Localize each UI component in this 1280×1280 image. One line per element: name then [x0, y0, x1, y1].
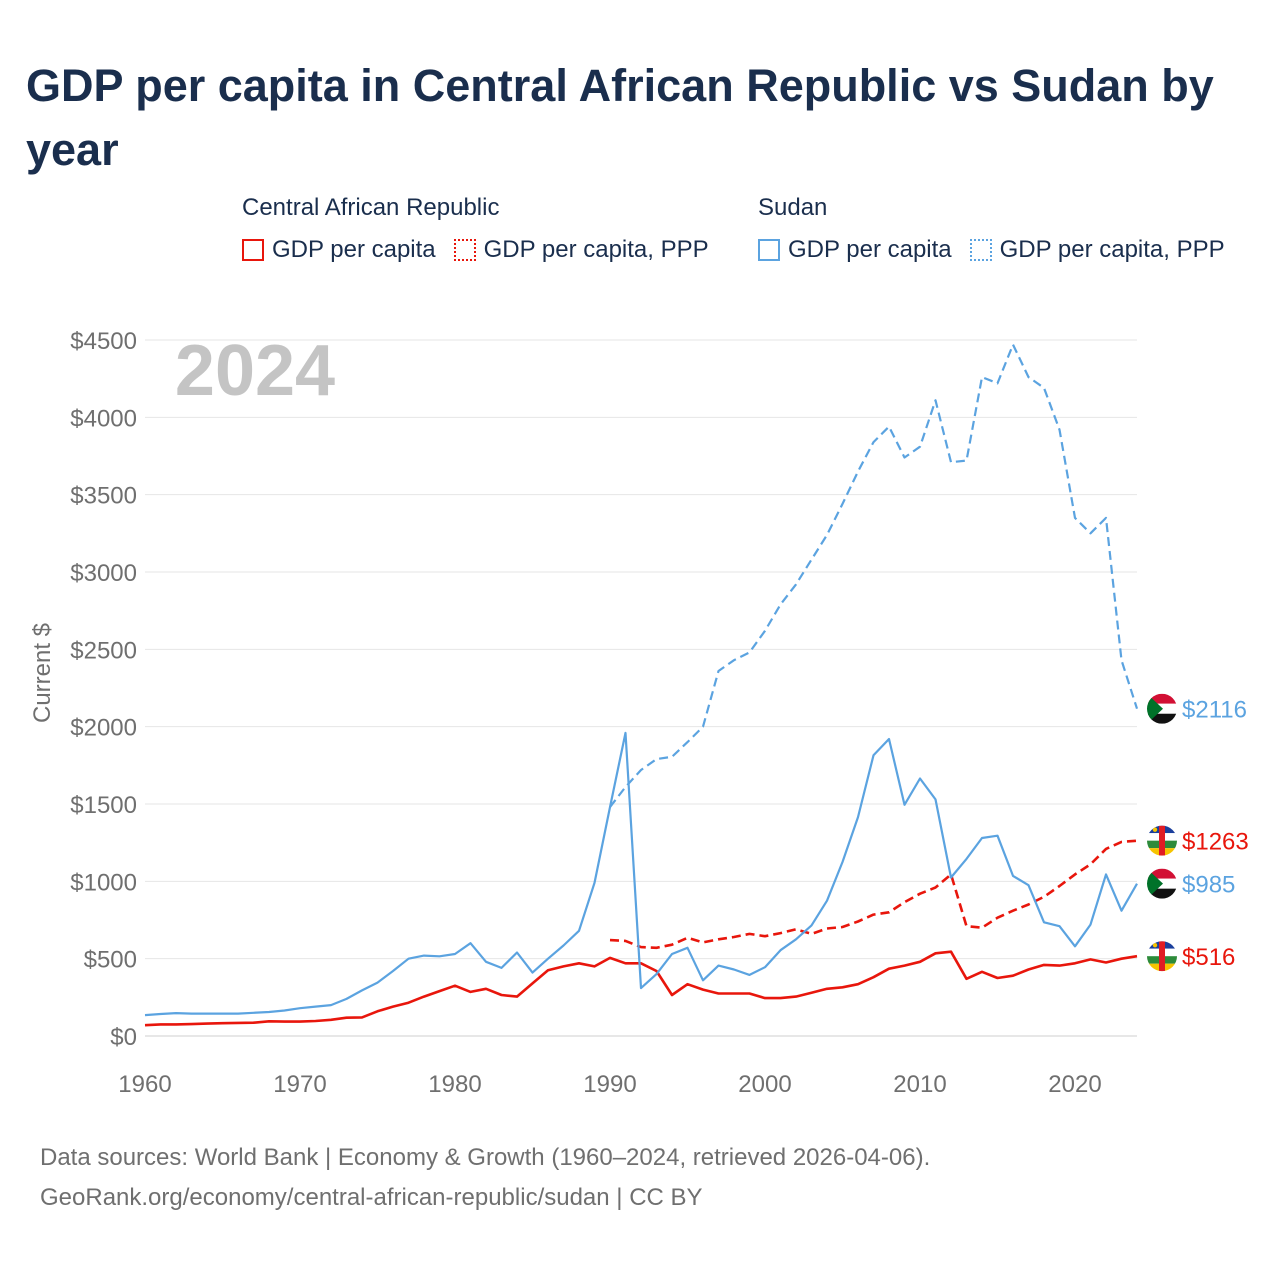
y-axis-label: Current $ [29, 623, 56, 723]
flag-body [1147, 825, 1177, 856]
y-tick-label: $1500 [70, 792, 137, 819]
y-axis: $0 $500 $1000 $1500 $2000 $2500 $3000 $3500 $400… [70, 328, 137, 1051]
gridlines [145, 339, 1137, 1037]
x-tick-label: 2000 [738, 1071, 791, 1098]
y-tick-label: $3500 [70, 483, 137, 510]
flag-body [1147, 868, 1177, 899]
flag-body [1147, 941, 1177, 972]
end-value-label: $2116 [1182, 697, 1247, 724]
sudan-flag-icon [1147, 868, 1177, 899]
flag-triangle [1147, 868, 1163, 899]
series-line [609, 343, 1139, 808]
source-line-1: Data sources: World Bank | Economy & Gro… [40, 1144, 931, 1171]
y-tick-label: $4500 [70, 328, 137, 355]
end-value-label: $516 [1182, 944, 1235, 971]
flag-band [1147, 693, 1177, 704]
flag-band [1147, 713, 1177, 724]
source-note: Data sources: World Bank | Economy & Gro… [40, 1138, 930, 1218]
flag-center-band [1159, 825, 1165, 856]
x-tick-label: 2010 [893, 1071, 946, 1098]
legend-item-car-gdp[interactable]: GDP per capita [242, 236, 436, 264]
legend-group-title: Sudan [758, 194, 828, 221]
y-tick-label: $0 [110, 1024, 137, 1051]
legend-group-car: Central African Republic GDP per capita … [242, 194, 709, 264]
legend-item-sudan-gdp[interactable]: GDP per capita [758, 236, 952, 264]
y-tick-label: $500 [84, 947, 137, 974]
end-value-label: $985 [1182, 872, 1235, 899]
flag-center-band [1159, 941, 1165, 972]
legend-item-sudan-gdp-ppp[interactable]: GDP per capita, PPP [969, 236, 1225, 264]
legend-item-car-gdp-ppp[interactable]: GDP per capita, PPP [453, 236, 709, 264]
flag-triangle [1147, 693, 1163, 724]
x-axis: 1960 1970 1980 1990 2000 2010 2020 [118, 1071, 1101, 1098]
legend-group-sudan: Sudan GDP per capita GDP per capita, PPP [758, 194, 1225, 264]
x-tick-label: 1980 [428, 1071, 481, 1098]
y-tick-label: $2500 [70, 637, 137, 664]
year-watermark: 2024 [175, 331, 335, 411]
series-line [144, 731, 1138, 1017]
y-tick-label: $2000 [70, 715, 137, 742]
x-tick-label: 1960 [118, 1071, 171, 1098]
sudan-flag-icon [1147, 693, 1177, 724]
series-line [144, 950, 1138, 1027]
source-line-2[interactable]: GeoRank.org/economy/central-african-repu… [40, 1184, 703, 1211]
car-flag-icon [1147, 941, 1177, 972]
x-tick-label: 1970 [273, 1071, 326, 1098]
flag-star [1152, 827, 1158, 832]
legend-label: GDP per capita [788, 236, 952, 263]
end-labels: $516 $1263 $985 $2116 [1147, 693, 1249, 972]
y-tick-label: $3000 [70, 560, 137, 587]
legend-label: GDP per capita, PPP [999, 236, 1225, 263]
flag-star [1152, 942, 1158, 948]
end-value-label: $1263 [1182, 829, 1249, 856]
legend-swatch-dotted [453, 239, 476, 261]
legend-swatch-dotted [969, 239, 992, 261]
legend-label: GDP per capita, PPP [483, 236, 709, 263]
x-tick-label: 1990 [583, 1071, 636, 1098]
legend-label: GDP per capita [272, 236, 436, 263]
series-line [609, 839, 1138, 950]
flag-band [1147, 868, 1177, 879]
legend-group-title: Central African Republic [242, 194, 500, 221]
legend-swatch-solid [758, 239, 780, 261]
series-lines [144, 343, 1139, 1027]
y-tick-label: $1000 [70, 869, 137, 896]
x-tick-label: 2020 [1048, 1071, 1101, 1098]
chart-title: GDP per capita in Central African Republ… [26, 60, 1214, 175]
flag-body [1147, 693, 1177, 724]
y-tick-label: $4000 [70, 405, 137, 432]
flag-band [1147, 888, 1177, 899]
legend-swatch-solid [242, 239, 264, 261]
car-flag-icon [1147, 825, 1177, 856]
